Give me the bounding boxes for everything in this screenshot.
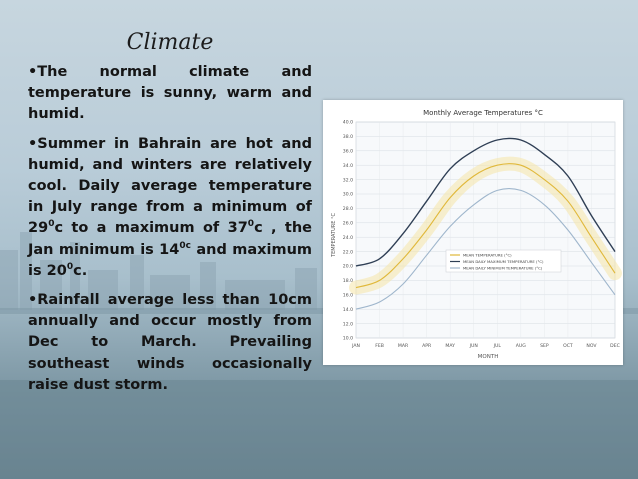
legend-label: MEAN DAILY MINIMUM TEMPERATURE (°C) [463, 266, 543, 271]
y-tick-label: 12.0 [343, 321, 353, 327]
x-tick-label: MAR [398, 343, 409, 349]
x-tick-label: APR [422, 343, 432, 349]
y-tick-label: 40.0 [343, 120, 353, 126]
chart-x-axis-label: MONTH [478, 354, 499, 360]
legend-label: MEAN TEMPERATURE (°C) [463, 253, 512, 258]
x-tick-label: SEP [540, 343, 549, 349]
bullet-text: •The normal climate and temperature is s… [28, 64, 312, 123]
x-tick-label: AUG [516, 343, 527, 349]
x-tick-label: DEC [610, 343, 620, 349]
degree-superscript: 0c [179, 240, 191, 251]
chart-x-ticks: JAN FEB MAR APR MAY JUN JUL AUG SEP OCT NOV DEC [351, 343, 620, 349]
series-line [355, 188, 616, 310]
y-tick-label: 10.0 [343, 336, 353, 342]
temperature-chart: Monthly Average Temperatures °C TEMPERAT… [323, 100, 623, 365]
chart-grid [355, 121, 616, 339]
y-tick-label: 24.0 [343, 235, 353, 241]
y-tick-label: 32.0 [343, 177, 353, 183]
y-tick-label: 20.0 [343, 264, 353, 270]
degree-superscript: 0 [48, 219, 55, 230]
x-tick-label: JUL [493, 343, 502, 349]
plot-area [355, 121, 616, 339]
y-tick-label: 16.0 [343, 293, 353, 299]
y-tick-label: 28.0 [343, 206, 353, 212]
series-line [355, 163, 616, 289]
chart-title: Monthly Average Temperatures °C [423, 109, 543, 117]
slide-title: Climate [126, 30, 214, 55]
x-tick-label: FEB [375, 343, 384, 349]
bullet-text: •Summer in Bahrain are hot and humid, an… [28, 135, 312, 237]
y-tick-label: 18.0 [343, 278, 353, 284]
chart-svg: Monthly Average Temperatures °C TEMPERAT… [331, 109, 622, 360]
degree-superscript: 0 [247, 219, 255, 230]
chart-y-ticks: 10.0 12.0 14.0 16.0 18.0 20.0 22.0 24.0 26.0 28.0… [343, 120, 353, 342]
x-tick-label: MAY [445, 343, 455, 349]
x-tick-label: JUN [469, 343, 478, 349]
bullet-item: •Summer in Bahrain are hot and humid, an… [28, 134, 312, 282]
chart-y-axis-label: TEMPERATURE °C [331, 213, 337, 258]
chart-series [349, 137, 622, 310]
bullet-text: c to a maximum of 37 [54, 220, 248, 237]
degree-superscript: 0 [66, 262, 74, 272]
bullet-text: c. [73, 262, 88, 279]
y-tick-label: 26.0 [343, 221, 353, 227]
y-tick-label: 38.0 [343, 134, 353, 140]
bullet-text: •Rainfall average less than 10cm annuall… [28, 292, 312, 393]
x-tick-label: NOV [586, 343, 597, 349]
y-tick-label: 14.0 [343, 307, 353, 313]
bullet-list: •The normal climate and temperature is s… [28, 62, 312, 404]
legend-box [445, 249, 562, 273]
x-tick-label: JAN [351, 343, 360, 349]
y-tick-label: 30.0 [343, 192, 353, 198]
y-tick-label: 34.0 [343, 163, 353, 169]
legend-label: MEAN DAILY MAXIMUM TEMPERATURE (°C) [463, 259, 544, 264]
y-tick-label: 36.0 [343, 149, 353, 155]
bullet-text: c , the Jan minimum is 14 [28, 220, 312, 258]
chart-legend: MEAN TEMPERATURE (°C)MEAN DAILY MAXIMUM … [445, 249, 562, 273]
y-tick-label: 22.0 [343, 249, 353, 255]
bullet-item: •The normal climate and temperature is s… [28, 62, 312, 126]
bullet-item: •Rainfall average less than 10cm annuall… [28, 290, 312, 396]
series-line [355, 137, 616, 267]
x-tick-label: OCT [563, 343, 573, 349]
bullet-text: and maximum is 20 [28, 241, 313, 279]
